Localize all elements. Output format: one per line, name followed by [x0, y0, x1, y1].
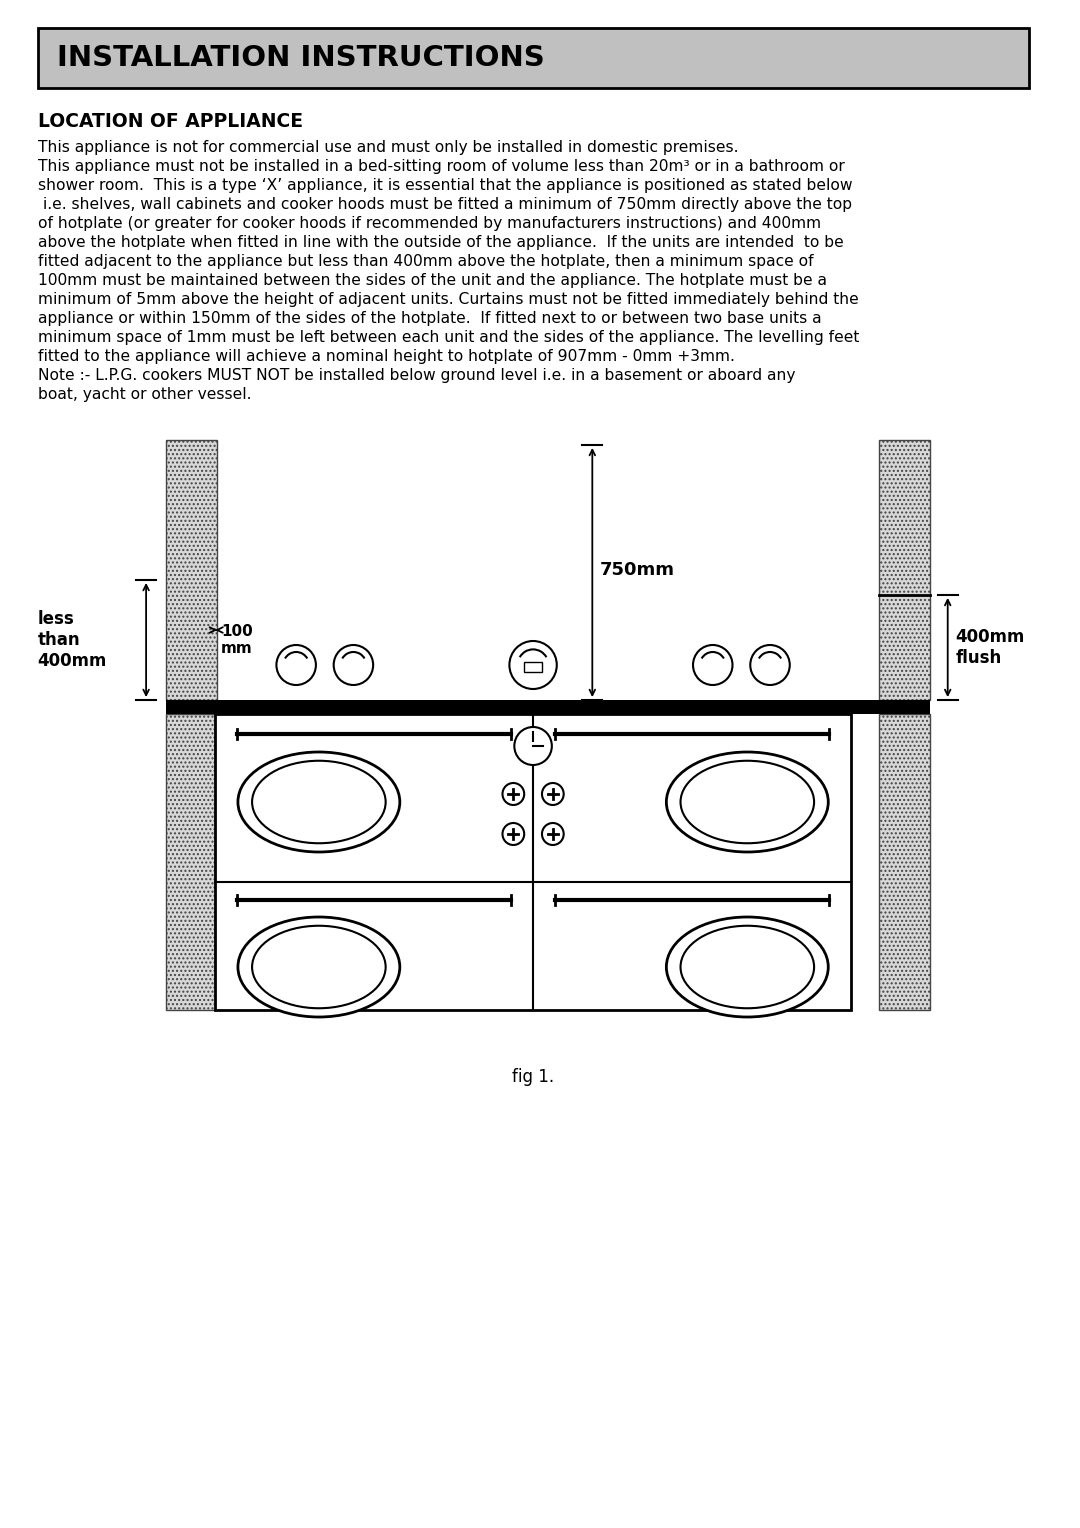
Bar: [879, 714, 930, 1010]
Text: minimum of 5mm above the height of adjacent units. Curtains must not be fitted i: minimum of 5mm above the height of adjac…: [38, 292, 859, 307]
Text: i.e. shelves, wall cabinets and cooker hoods must be fitted a minimum of 750mm d: i.e. shelves, wall cabinets and cooker h…: [38, 197, 852, 212]
Ellipse shape: [238, 917, 400, 1018]
Text: shower room.  This is a type ‘X’ appliance, it is essential that the appliance i: shower room. This is a type ‘X’ applianc…: [38, 177, 852, 193]
Text: 400mm
flush: 400mm flush: [956, 628, 1025, 666]
Text: 750mm: 750mm: [600, 561, 675, 579]
Text: fitted adjacent to the appliance but less than 400mm above the hotplate, then a : fitted adjacent to the appliance but les…: [38, 254, 813, 269]
Text: of hotplate (or greater for cooker hoods if recommended by manufacturers instruc: of hotplate (or greater for cooker hoods…: [38, 215, 821, 231]
Circle shape: [502, 782, 524, 805]
Bar: [879, 440, 930, 700]
Text: 100mm must be maintained between the sides of the unit and the appliance. The ho: 100mm must be maintained between the sid…: [38, 274, 826, 287]
Text: appliance or within 150mm of the sides of the hotplate.  If fitted next to or be: appliance or within 150mm of the sides o…: [38, 312, 821, 325]
Circle shape: [514, 727, 552, 766]
Text: above the hotplate when fitted in line with the outside of the appliance.  If th: above the hotplate when fitted in line w…: [38, 235, 843, 251]
Text: 100
mm: 100 mm: [221, 623, 253, 657]
Text: INSTALLATION INSTRUCTIONS: INSTALLATION INSTRUCTIONS: [57, 44, 545, 72]
Text: minimum space of 1mm must be left between each unit and the sides of the applian: minimum space of 1mm must be left betwee…: [38, 330, 859, 345]
Ellipse shape: [666, 752, 828, 853]
Ellipse shape: [666, 917, 828, 1018]
Ellipse shape: [680, 926, 814, 1008]
Bar: [166, 714, 215, 1010]
Text: LOCATION OF APPLIANCE: LOCATION OF APPLIANCE: [38, 112, 302, 131]
Text: less
than
400mm: less than 400mm: [38, 610, 107, 669]
Text: This appliance must not be installed in a bed-sitting room of volume less than 2: This appliance must not be installed in …: [38, 159, 845, 174]
Ellipse shape: [252, 761, 386, 843]
Bar: [524, 662, 542, 672]
Text: fig 1.: fig 1.: [512, 1068, 554, 1086]
Text: fitted to the appliance will achieve a nominal height to hotplate of 907mm - 0mm: fitted to the appliance will achieve a n…: [38, 348, 734, 364]
Text: This appliance is not for commercial use and must only be installed in domestic : This appliance is not for commercial use…: [38, 141, 738, 154]
Circle shape: [502, 824, 524, 845]
Ellipse shape: [238, 752, 400, 853]
Text: boat, yacht or other vessel.: boat, yacht or other vessel.: [38, 387, 251, 402]
Bar: [38, 28, 1028, 89]
Bar: [166, 700, 930, 714]
Ellipse shape: [252, 926, 386, 1008]
Bar: [215, 714, 851, 1010]
Bar: [166, 440, 217, 700]
Circle shape: [542, 824, 564, 845]
Ellipse shape: [680, 761, 814, 843]
Text: Note :- L.P.G. cookers MUST NOT be installed below ground level i.e. in a baseme: Note :- L.P.G. cookers MUST NOT be insta…: [38, 368, 795, 384]
Circle shape: [542, 782, 564, 805]
